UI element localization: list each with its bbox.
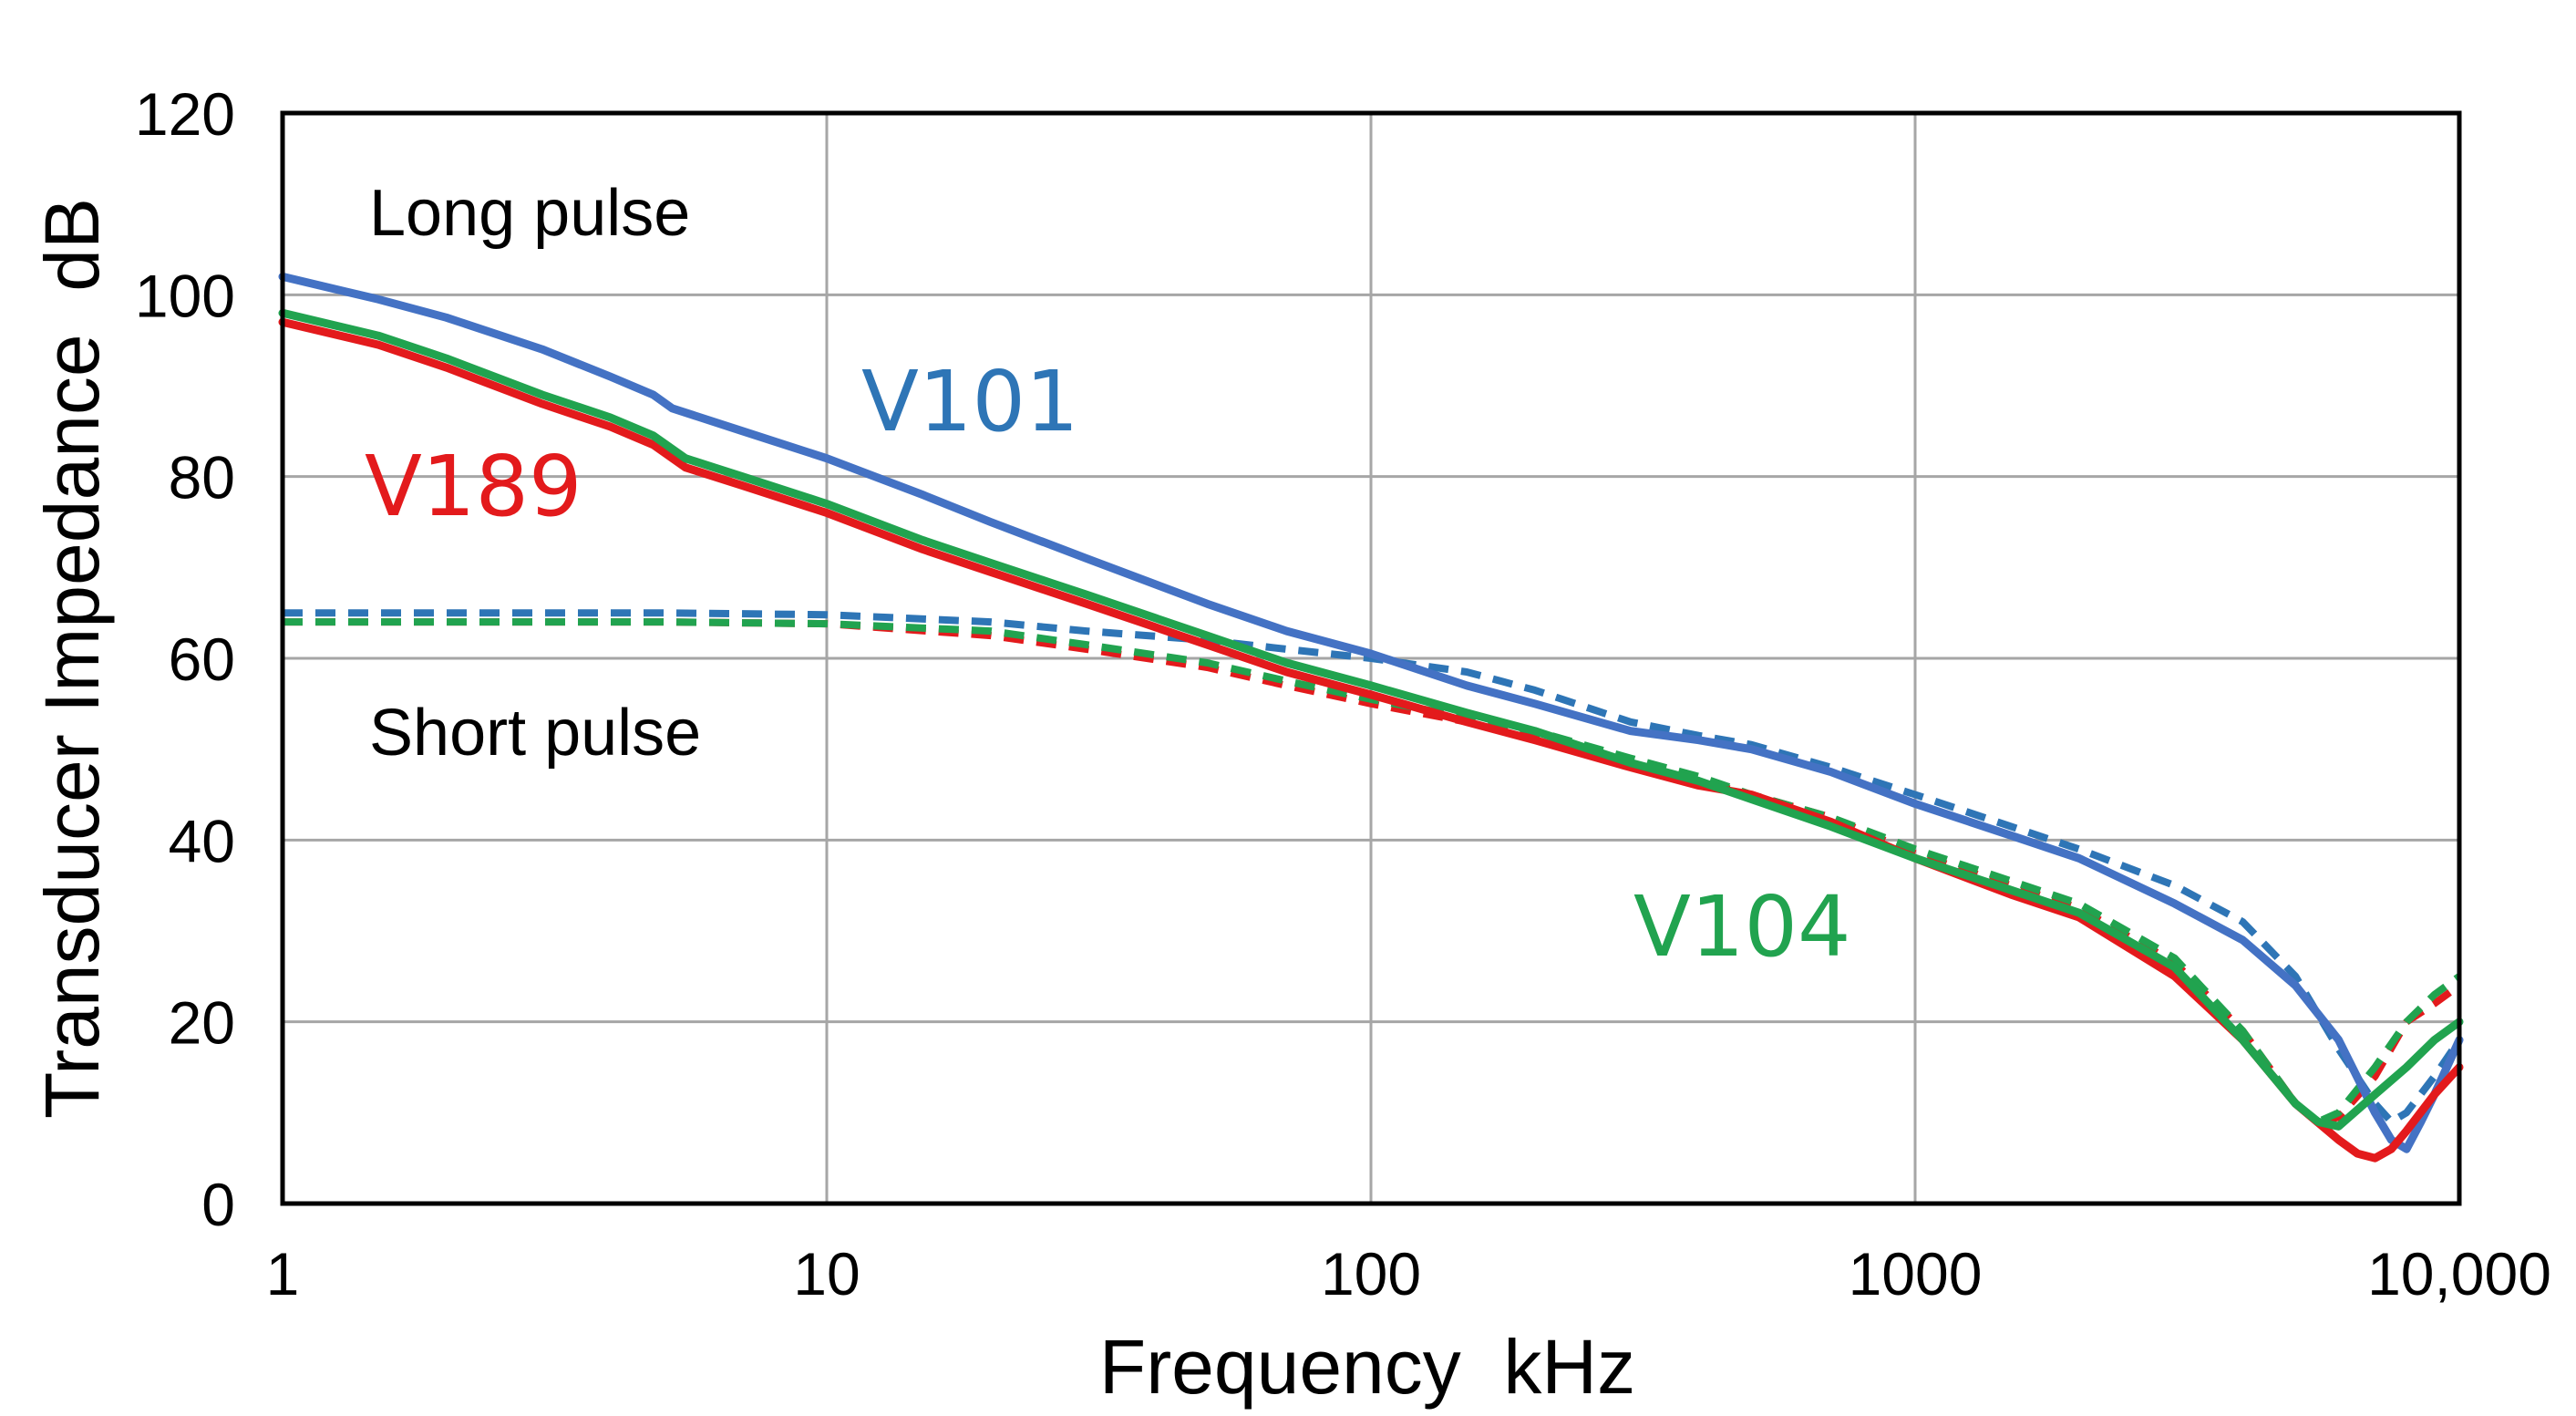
y-tick-label: 0 <box>201 1171 235 1238</box>
x-axis-title: Frequency kHz <box>1099 1324 1635 1410</box>
v101-label: V101 <box>861 353 1079 450</box>
y-axis-title: Transducer Impedance dB <box>29 198 115 1119</box>
series-v189-solid <box>278 317 2464 1163</box>
y-tick-label: 100 <box>135 262 235 329</box>
y-tick-label: 60 <box>169 625 235 693</box>
v104-label: V104 <box>1633 878 1851 976</box>
x-tick-label: 100 <box>1321 1240 1421 1307</box>
series-v104-solid <box>278 308 2464 1131</box>
series-v101-solid <box>278 272 2464 1153</box>
v189-label: V189 <box>365 438 582 535</box>
long-pulse-annotation: Long pulse <box>369 177 690 250</box>
plot-area-frame <box>280 110 2462 1206</box>
short-pulse-annotation: Short pulse <box>369 697 701 770</box>
y-tick-label: 80 <box>169 444 235 512</box>
x-tick-label: 1 <box>266 1240 300 1307</box>
series-lines <box>278 272 2464 1163</box>
tick-labels: 1 10 100 1000 10,000 0 20 40 60 80 100 120 <box>135 80 2551 1307</box>
y-tick-label: 120 <box>135 80 235 148</box>
x-tick-label: 1000 <box>1849 1240 1983 1307</box>
y-tick-label: 40 <box>169 807 235 874</box>
y-tick-label: 20 <box>169 989 235 1057</box>
x-tick-label: 10,000 <box>2367 1240 2551 1307</box>
x-tick-label: 10 <box>793 1240 860 1307</box>
